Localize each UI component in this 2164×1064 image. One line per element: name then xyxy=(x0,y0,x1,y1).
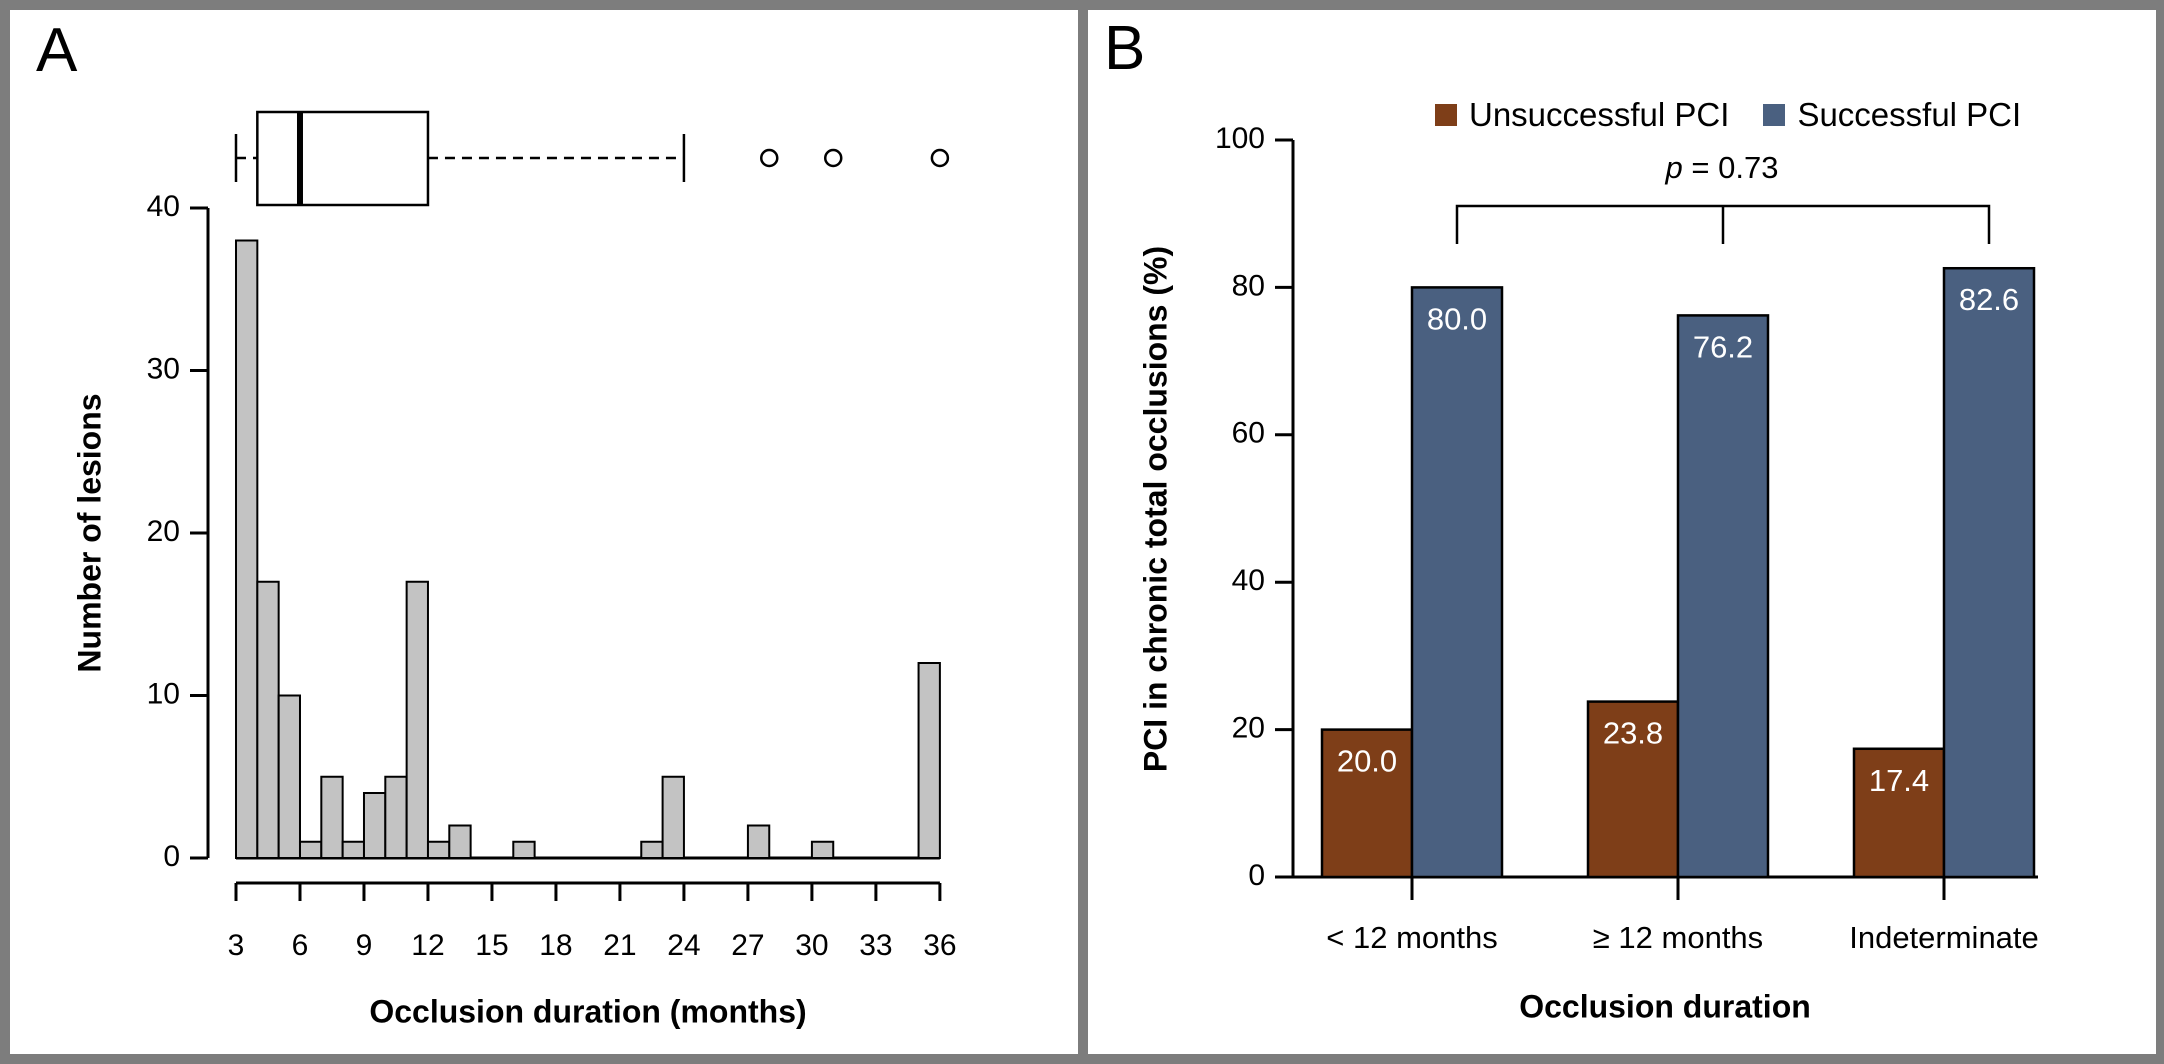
category-label: ≥ 12 months xyxy=(1593,920,1763,955)
x-axis-tick-label: 33 xyxy=(859,929,892,962)
panel-a-y-axis-title: Number of lesions xyxy=(71,393,108,673)
panel-b-x-axis-title: Occlusion duration xyxy=(1519,988,1811,1025)
histogram-bar xyxy=(810,840,835,859)
panel-a-x-axis-title: Occlusion duration (months) xyxy=(369,993,807,1030)
y-axis-tick-label: 20 xyxy=(147,515,180,548)
histogram-bar xyxy=(405,580,429,859)
boxplot-outlier-point xyxy=(760,148,779,168)
bar-value-label: 17.4 xyxy=(1869,763,1929,798)
histogram-bar xyxy=(362,792,387,859)
x-axis-tick-label: 24 xyxy=(667,929,700,962)
category-label: < 12 months xyxy=(1326,920,1497,955)
x-axis-tick-label: 27 xyxy=(731,929,764,962)
panel-b-y-axis-title: PCI in chronic total occlusions (%) xyxy=(1137,245,1174,773)
histogram-bar xyxy=(235,239,259,859)
legend-entry-unsuccessful: Unsuccessful PCI xyxy=(1435,96,1729,134)
x-axis-tick-label: 18 xyxy=(539,929,572,962)
bar-unsuccessful-2 xyxy=(1586,700,1680,879)
legend-label-successful: Successful PCI xyxy=(1797,96,2022,133)
legend-entry-successful: Successful PCI xyxy=(1763,96,2021,134)
y-axis-tick-label: 20 xyxy=(1232,712,1265,745)
bar-value-label: 76.2 xyxy=(1693,329,1753,364)
histogram-bar xyxy=(298,840,323,859)
histogram-bar xyxy=(917,662,941,859)
boxplot-outlier-point xyxy=(823,148,843,168)
category-label: Indeterminate xyxy=(1849,920,2039,955)
p-value-annotation: p = 0.73 xyxy=(1666,150,1779,186)
grouped-bar-chart: 0 20 40 60 80 100 20.0 23.8 17.4 80.0 76.2 82.6 < 12… xyxy=(1215,122,2039,955)
x-axis-tick-label: 3 xyxy=(228,929,245,962)
p-value-variable: p xyxy=(1665,150,1683,185)
panel-b-letter: B xyxy=(1104,14,1146,83)
y-axis-tick-label: 0 xyxy=(163,840,180,873)
bar-successful-3 xyxy=(1942,266,2036,879)
x-axis-tick-label: 6 xyxy=(292,929,309,962)
panel-a: 0 10 20 30 40 3 6 9 12 15 18 21 24 27 30 33 36 A Number … xyxy=(10,10,1078,1054)
boxplot-box xyxy=(256,110,430,207)
x-axis-tick-label: 15 xyxy=(475,929,508,962)
x-axis-tick-label: 21 xyxy=(603,929,636,962)
boxplot-outlier-point xyxy=(930,148,950,168)
histogram-bar xyxy=(256,580,280,859)
y-axis-tick-label: 100 xyxy=(1215,122,1265,155)
histogram-bar xyxy=(426,840,451,859)
x-axis-tick-label: 12 xyxy=(411,929,444,962)
legend: Unsuccessful PCI Successful PCI xyxy=(1435,96,2021,134)
bar-unsuccessful-1 xyxy=(1320,728,1414,879)
y-axis-tick-label: 30 xyxy=(147,352,180,385)
histogram-bar xyxy=(448,824,472,859)
histogram-bar xyxy=(746,824,771,859)
histogram-bar xyxy=(640,840,664,859)
legend-swatch-unsuccessful-icon xyxy=(1435,104,1457,126)
y-axis-tick-label: 80 xyxy=(1232,269,1265,302)
x-axis-tick-label: 36 xyxy=(923,929,956,962)
boxplot xyxy=(234,110,950,207)
histogram-bar xyxy=(661,775,685,859)
histogram-bar xyxy=(341,840,365,859)
y-axis-tick-label: 10 xyxy=(147,677,180,710)
p-value-text: = 0.73 xyxy=(1682,150,1779,185)
y-axis-tick-label: 40 xyxy=(1232,564,1265,597)
y-axis-tick-label: 60 xyxy=(1232,417,1265,450)
histogram-bar xyxy=(320,775,344,859)
bar-value-label: 20.0 xyxy=(1337,744,1397,779)
bar-value-label: 23.8 xyxy=(1603,716,1663,751)
legend-swatch-successful-icon xyxy=(1763,104,1786,126)
legend-label-unsuccessful: Unsuccessful PCI xyxy=(1469,96,1730,133)
bar-value-label: 82.6 xyxy=(1959,282,2019,317)
panel-a-letter: A xyxy=(36,16,78,85)
x-axis-tick-label: 9 xyxy=(356,929,373,962)
bar-successful-2 xyxy=(1676,314,1770,879)
panel-b: 0 20 40 60 80 100 20.0 23.8 17.4 80.0 76.2 82.6 < 12… xyxy=(1088,10,2156,1054)
y-axis-tick-label: 0 xyxy=(1248,859,1265,892)
bar-value-label: 80.0 xyxy=(1427,301,1487,336)
histogram-bar xyxy=(384,775,408,859)
histogram-bar xyxy=(512,840,536,859)
histogram-bar xyxy=(277,694,301,859)
y-axis-tick-label: 40 xyxy=(147,190,180,223)
x-axis-tick-label: 30 xyxy=(795,929,828,962)
bar-successful-1 xyxy=(1410,286,1504,879)
